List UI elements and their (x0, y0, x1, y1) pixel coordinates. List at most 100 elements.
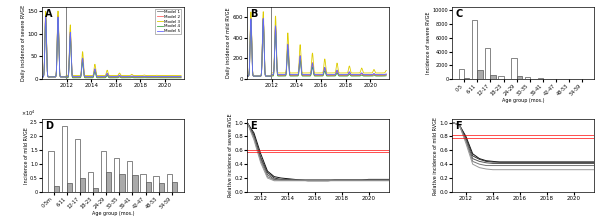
Line: Model 3: Model 3 (42, 11, 181, 77)
Model 2 (178, 76, 185, 79)
Bar (472, 20, 477, 79)
Bar (53, 186, 59, 192)
Model 5 (147, 75, 154, 78)
Text: $\times10^4$: $\times10^4$ (21, 108, 35, 118)
Bar (74, 139, 80, 192)
Model 1 (100, 76, 107, 78)
Model 3 (95, 74, 102, 77)
Text: E: E (250, 121, 257, 131)
Bar (564, 78, 569, 79)
Bar (106, 172, 112, 192)
Line: Model 5: Model 5 (42, 17, 181, 77)
Model 4 (62, 77, 70, 79)
Model 3 (53, 72, 60, 75)
Model 2 (100, 76, 107, 79)
X-axis label: Age group (mos.): Age group (mos.) (92, 211, 134, 216)
Bar (119, 174, 125, 192)
Model 3 (100, 74, 107, 77)
Model 3 (55, 10, 62, 12)
Model 1 (147, 76, 154, 78)
Bar (67, 184, 72, 192)
Bar (503, 78, 509, 79)
Bar (133, 175, 138, 192)
Bar (498, 76, 503, 79)
Y-axis label: Incidence of mild RVGE: Incidence of mild RVGE (23, 127, 29, 184)
Model 1 (134, 76, 141, 78)
Bar (485, 48, 490, 79)
Bar (524, 77, 530, 79)
Model 1 (55, 17, 62, 19)
Bar (93, 188, 98, 192)
Bar (140, 174, 146, 192)
Y-axis label: Incidence of severe RVGE: Incidence of severe RVGE (426, 12, 431, 74)
Model 5 (100, 75, 107, 78)
Line: Model 1: Model 1 (42, 18, 181, 77)
Bar (511, 58, 517, 79)
Model 5 (53, 73, 60, 75)
Model 5 (178, 75, 185, 78)
Y-axis label: Daily incidence of mild RVGE: Daily incidence of mild RVGE (226, 8, 231, 78)
Model 1 (53, 73, 60, 75)
Model 1 (38, 76, 46, 78)
Model 4 (149, 77, 157, 79)
Legend: Model 1, Model 2, Model 3, Model 4, Model 5: Model 1, Model 2, Model 3, Model 4, Mode… (155, 9, 181, 34)
Model 5 (95, 75, 102, 78)
Line: Model 2: Model 2 (42, 16, 181, 77)
Bar (490, 75, 496, 79)
Model 5 (134, 75, 141, 78)
Model 4 (134, 77, 142, 79)
Model 2 (95, 76, 102, 79)
Model 4 (53, 73, 60, 75)
Model 1 (178, 76, 185, 78)
Y-axis label: Relative incidence of mild RVGE: Relative incidence of mild RVGE (433, 116, 438, 194)
Model 2 (62, 76, 70, 79)
Bar (172, 182, 177, 192)
Model 4 (38, 76, 46, 78)
Model 5 (38, 76, 46, 78)
Model 4 (95, 77, 102, 79)
Text: B: B (250, 9, 257, 19)
Text: A: A (45, 9, 52, 19)
Bar (101, 151, 106, 192)
Bar (538, 78, 543, 79)
Model 3 (178, 74, 185, 77)
Model 4 (55, 17, 62, 20)
Bar (167, 174, 172, 192)
Model 4 (100, 77, 107, 79)
X-axis label: Age group (mos.): Age group (mos.) (502, 98, 544, 103)
Model 2 (147, 76, 154, 79)
Model 3 (149, 74, 157, 77)
Bar (146, 182, 151, 192)
Bar (477, 70, 482, 79)
Bar (127, 161, 133, 192)
Bar (464, 78, 469, 79)
Model 3 (147, 74, 154, 77)
Y-axis label: Relative incidence of severe RVGE: Relative incidence of severe RVGE (228, 114, 233, 197)
Model 2 (149, 76, 157, 79)
Model 4 (178, 77, 185, 79)
Bar (154, 176, 159, 192)
Model 3 (134, 74, 141, 77)
Bar (80, 178, 85, 192)
Model 2 (134, 76, 142, 79)
Model 5 (149, 75, 157, 78)
Bar (114, 158, 119, 192)
Bar (517, 77, 522, 79)
Y-axis label: Daily incidence of severe RVGE: Daily incidence of severe RVGE (21, 5, 26, 81)
Model 2 (55, 14, 62, 17)
Model 1 (95, 76, 102, 78)
Line: Model 4: Model 4 (42, 19, 181, 78)
Model 1 (149, 76, 157, 78)
Bar (459, 69, 464, 79)
Model 4 (147, 77, 154, 79)
Bar (159, 184, 164, 192)
Model 5 (55, 16, 62, 18)
Text: C: C (455, 9, 463, 19)
Model 2 (53, 73, 60, 75)
Text: D: D (45, 121, 53, 131)
Bar (551, 78, 556, 79)
Text: F: F (455, 121, 462, 131)
Model 3 (38, 76, 46, 78)
Bar (49, 151, 53, 192)
Model 2 (38, 76, 46, 78)
